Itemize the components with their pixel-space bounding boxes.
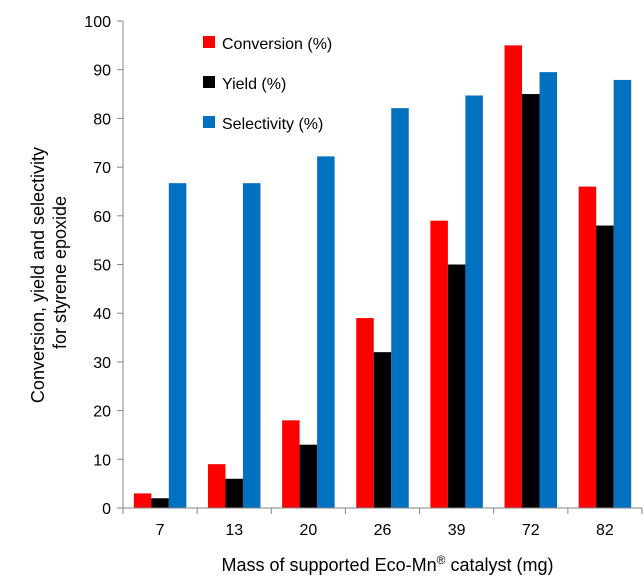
bar-selectivity-82 xyxy=(613,79,632,508)
bar-conversion-82 xyxy=(578,186,597,508)
x-tick-label: 20 xyxy=(299,522,317,539)
x-tick-label: 26 xyxy=(374,522,392,539)
bar-yield-13 xyxy=(225,478,243,508)
bar-selectivity-72 xyxy=(539,72,558,508)
bar-selectivity-20 xyxy=(317,156,335,509)
y-axis-title-line-2: for styrene epoxide xyxy=(50,196,70,349)
bar-yield-72 xyxy=(522,94,540,509)
legend-label: Conversion (%) xyxy=(222,36,332,53)
bar-selectivity-7 xyxy=(168,183,187,508)
bar-conversion-26 xyxy=(356,318,374,508)
y-tick-label: 20 xyxy=(93,404,111,421)
y-tick-label: 100 xyxy=(84,14,111,31)
bar-selectivity-39 xyxy=(465,95,483,509)
bar-yield-82 xyxy=(596,225,614,509)
x-axis-title-main: Mass of supported Eco-Mn xyxy=(222,555,437,575)
bar-yield-7 xyxy=(151,498,169,508)
y-tick-label: 70 xyxy=(93,160,111,177)
y-ticks-group: 0 10 20 30 40 50 60 70 80 90 100 xyxy=(84,14,123,518)
x-tick-label: 72 xyxy=(522,522,540,539)
legend-swatch xyxy=(203,76,215,88)
y-tick-label: 50 xyxy=(93,258,111,275)
legend-label: Yield (%) xyxy=(222,76,286,93)
bar-selectivity-13 xyxy=(242,183,261,508)
y-tick-label: 80 xyxy=(93,111,111,128)
x-axis-title: Mass of supported Eco-Mn® catalyst (mg) xyxy=(222,553,554,575)
bars-group xyxy=(133,45,632,509)
legend: Conversion (%) Yield (%) Selectivity (%) xyxy=(203,36,332,133)
y-tick-label: 40 xyxy=(93,306,111,323)
bar-conversion-39 xyxy=(430,220,448,509)
x-axis-title-suffix: catalyst (mg) xyxy=(445,555,553,575)
bar-yield-26 xyxy=(373,352,392,508)
x-tick-label: 13 xyxy=(225,522,243,539)
bar-conversion-72 xyxy=(504,45,523,508)
x-tick-label: 82 xyxy=(596,522,614,539)
bar-conversion-13 xyxy=(207,464,226,508)
legend-swatch xyxy=(203,116,215,128)
legend-label: Selectivity (%) xyxy=(222,116,323,133)
bar-selectivity-26 xyxy=(391,108,409,508)
y-tick-label: 10 xyxy=(93,452,111,469)
x-tick-label: 7 xyxy=(156,522,165,539)
x-ticks-group: 7 13 20 26 39 72 82 xyxy=(122,508,643,539)
bar-yield-39 xyxy=(447,264,466,508)
x-tick-label: 39 xyxy=(448,522,466,539)
y-tick-label: 90 xyxy=(93,63,111,80)
y-tick-label: 0 xyxy=(102,501,111,518)
legend-swatch xyxy=(203,36,215,48)
bar-conversion-20 xyxy=(282,420,300,508)
y-axis-title: Conversion, yield and selectivity for st… xyxy=(28,142,70,403)
x-axis-title-superscript: ® xyxy=(437,553,446,567)
bar-conversion-7 xyxy=(133,493,152,508)
bar-yield-20 xyxy=(299,444,318,508)
y-axis-title-line-1: Conversion, yield and selectivity xyxy=(28,147,48,403)
y-tick-label: 60 xyxy=(93,209,111,226)
y-tick-label: 30 xyxy=(93,355,111,372)
